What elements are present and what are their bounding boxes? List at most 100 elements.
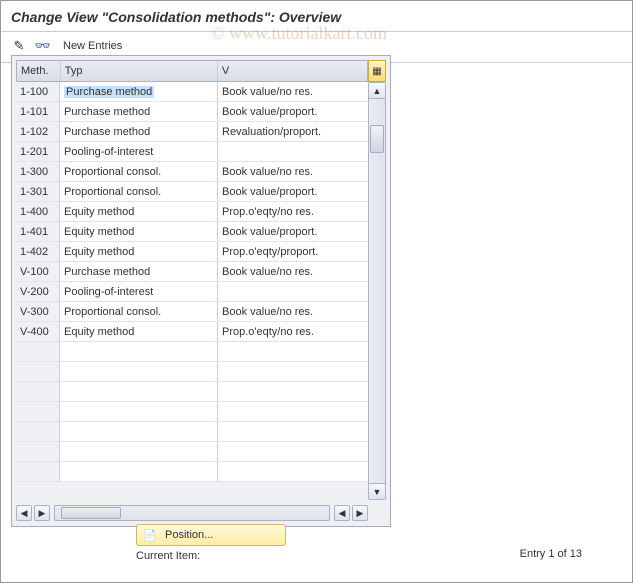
table-row[interactable] — [16, 462, 368, 482]
scroll-last-icon[interactable]: ▶ — [352, 505, 368, 521]
scroll-up-icon[interactable]: ▲ — [369, 83, 385, 99]
hscroll-thumb[interactable] — [61, 507, 121, 519]
horizontal-scrollbar[interactable]: ◀ ▶ ◀ ▶ — [16, 504, 368, 522]
cell-empty[interactable] — [218, 362, 368, 381]
table-row[interactable]: 1-402Equity methodProp.o'eqty/proport. — [16, 242, 368, 262]
table-row[interactable]: 1-401Equity methodBook value/proport. — [16, 222, 368, 242]
table-row[interactable] — [16, 402, 368, 422]
table-row[interactable]: 1-301Proportional consol.Book value/prop… — [16, 182, 368, 202]
cell-empty[interactable] — [60, 462, 218, 481]
cell-typ[interactable]: Purchase method — [60, 102, 218, 121]
cell-typ[interactable]: Pooling-of-interest — [60, 142, 218, 161]
cell-meth[interactable]: V-200 — [16, 282, 60, 301]
table-row[interactable] — [16, 442, 368, 462]
cell-v[interactable]: Book value/proport. — [218, 182, 368, 201]
cell-v[interactable]: Revaluation/proport. — [218, 122, 368, 141]
cell-empty[interactable] — [16, 342, 60, 361]
cell-meth[interactable]: 1-401 — [16, 222, 60, 241]
table-row[interactable]: 1-102Purchase methodRevaluation/proport. — [16, 122, 368, 142]
table-row[interactable]: 1-201Pooling-of-interest — [16, 142, 368, 162]
cell-typ[interactable]: Equity method — [60, 242, 218, 261]
cell-empty[interactable] — [60, 422, 218, 441]
cell-empty[interactable] — [16, 382, 60, 401]
cell-meth[interactable]: 1-301 — [16, 182, 60, 201]
cell-meth[interactable]: 1-101 — [16, 102, 60, 121]
hscroll-track[interactable] — [54, 505, 330, 521]
cell-empty[interactable] — [16, 462, 60, 481]
cell-v[interactable]: Book value/no res. — [218, 162, 368, 181]
cell-v[interactable] — [218, 142, 368, 161]
cell-meth[interactable]: 1-300 — [16, 162, 60, 181]
table-row[interactable]: 1-101Purchase methodBook value/proport. — [16, 102, 368, 122]
cell-meth[interactable]: V-100 — [16, 262, 60, 281]
cell-v[interactable]: Book value/no res. — [218, 262, 368, 281]
table-row[interactable]: V-100Purchase methodBook value/no res. — [16, 262, 368, 282]
scroll-thumb[interactable] — [370, 125, 384, 153]
cell-v[interactable]: Prop.o'eqty/proport. — [218, 242, 368, 261]
cell-typ[interactable]: Purchase method — [60, 262, 218, 281]
column-header-typ[interactable]: Typ — [61, 61, 218, 81]
cell-v[interactable]: Prop.o'eqty/no res. — [218, 202, 368, 221]
scroll-left-icon[interactable]: ▶ — [34, 505, 50, 521]
cell-meth[interactable]: 1-402 — [16, 242, 60, 261]
cell-empty[interactable] — [218, 382, 368, 401]
cell-empty[interactable] — [60, 342, 218, 361]
cell-empty[interactable] — [218, 342, 368, 361]
cell-typ[interactable]: Purchase method — [60, 82, 218, 101]
scroll-first-icon[interactable]: ◀ — [16, 505, 32, 521]
cell-typ[interactable]: Equity method — [60, 202, 218, 221]
column-header-v[interactable]: V — [218, 61, 367, 81]
cell-meth[interactable]: 1-400 — [16, 202, 60, 221]
new-entries-button[interactable]: New Entries — [59, 38, 126, 54]
cell-empty[interactable] — [16, 422, 60, 441]
cell-meth[interactable]: V-300 — [16, 302, 60, 321]
cell-meth[interactable]: 1-102 — [16, 122, 60, 141]
vertical-scrollbar[interactable]: ▲ ▼ — [368, 82, 386, 500]
table-row[interactable]: 1-300Proportional consol.Book value/no r… — [16, 162, 368, 182]
cell-empty[interactable] — [16, 442, 60, 461]
position-button[interactable]: 📄 Position... — [136, 524, 286, 546]
cell-typ[interactable]: Purchase method — [60, 122, 218, 141]
cell-typ[interactable]: Proportional consol. — [60, 162, 218, 181]
cell-typ[interactable]: Equity method — [60, 322, 218, 341]
cell-typ[interactable]: Pooling-of-interest — [60, 282, 218, 301]
cell-typ[interactable]: Proportional consol. — [60, 182, 218, 201]
cell-meth[interactable]: 1-100 — [16, 82, 60, 101]
scroll-right-icon[interactable]: ◀ — [334, 505, 350, 521]
cell-typ[interactable]: Equity method — [60, 222, 218, 241]
table-settings-icon[interactable]: ▦ — [368, 60, 386, 82]
cell-v[interactable]: Prop.o'eqty/no res. — [218, 322, 368, 341]
cell-empty[interactable] — [60, 382, 218, 401]
table-row[interactable]: 1-100Purchase methodBook value/no res. — [16, 82, 368, 102]
cell-v[interactable]: Book value/proport. — [218, 102, 368, 121]
table-row[interactable]: 1-400Equity methodProp.o'eqty/no res. — [16, 202, 368, 222]
table-row[interactable]: V-200Pooling-of-interest — [16, 282, 368, 302]
cell-empty[interactable] — [218, 442, 368, 461]
table-row[interactable] — [16, 422, 368, 442]
cell-v[interactable] — [218, 282, 368, 301]
cell-empty[interactable] — [218, 402, 368, 421]
cell-meth[interactable]: 1-201 — [16, 142, 60, 161]
scroll-down-icon[interactable]: ▼ — [369, 483, 385, 499]
table-row[interactable] — [16, 382, 368, 402]
cell-empty[interactable] — [60, 362, 218, 381]
cell-v[interactable]: Book value/no res. — [218, 302, 368, 321]
cell-empty[interactable] — [16, 362, 60, 381]
table-row[interactable]: V-300Proportional consol.Book value/no r… — [16, 302, 368, 322]
column-header-meth[interactable]: Meth. — [17, 61, 61, 81]
table-row[interactable] — [16, 342, 368, 362]
table-row[interactable] — [16, 362, 368, 382]
cell-empty[interactable] — [218, 422, 368, 441]
cell-empty[interactable] — [60, 442, 218, 461]
cell-meth[interactable]: V-400 — [16, 322, 60, 341]
table-row[interactable]: V-400Equity methodProp.o'eqty/no res. — [16, 322, 368, 342]
scroll-track[interactable] — [369, 99, 385, 483]
cell-empty[interactable] — [60, 402, 218, 421]
cell-typ[interactable]: Proportional consol. — [60, 302, 218, 321]
edit-icon[interactable]: ✎ — [11, 38, 27, 54]
cell-empty[interactable] — [16, 402, 60, 421]
cell-empty[interactable] — [218, 462, 368, 481]
cell-v[interactable]: Book value/proport. — [218, 222, 368, 241]
cell-v[interactable]: Book value/no res. — [218, 82, 368, 101]
glasses-icon[interactable]: 👓 — [35, 38, 51, 54]
